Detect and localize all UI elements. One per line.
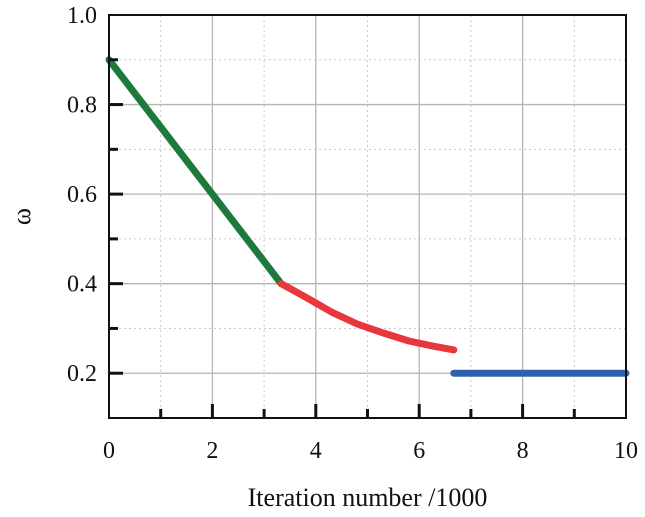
x-tick-label: 0 bbox=[103, 438, 115, 464]
axis-ticks bbox=[109, 58, 576, 418]
x-tick-label: 4 bbox=[310, 438, 322, 464]
y-tick-label: 0.6 bbox=[67, 182, 97, 208]
x-axis-label: Iteration number /1000 bbox=[248, 483, 488, 512]
series-lines bbox=[105, 56, 630, 377]
grid bbox=[109, 15, 626, 418]
y-tick-label: 0.4 bbox=[67, 272, 97, 298]
x-tick-label: 8 bbox=[517, 438, 529, 464]
x-tick-label: 6 bbox=[413, 438, 425, 464]
x-tick-label: 2 bbox=[206, 438, 218, 464]
y-tick-label: 0.2 bbox=[67, 361, 97, 387]
x-tick-label: 10 bbox=[614, 438, 638, 464]
tick-labels: 0 2 4 6 8 10 0.2 0.4 0.6 0.8 1.0 bbox=[67, 3, 638, 464]
series-line-2 bbox=[277, 280, 458, 354]
series-line-1 bbox=[105, 56, 285, 288]
y-tick-label: 1.0 bbox=[67, 3, 97, 29]
y-axis-label: ω bbox=[7, 208, 36, 225]
y-tick-label: 0.8 bbox=[67, 93, 97, 119]
